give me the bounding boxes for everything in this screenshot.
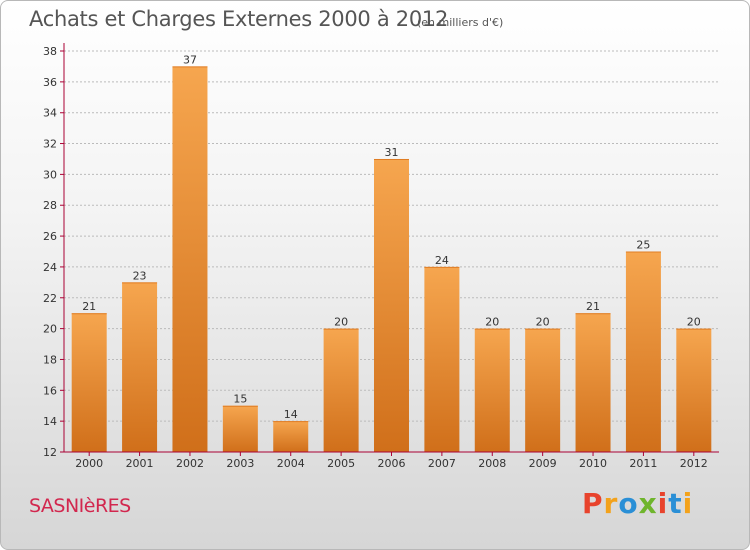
y-tick-label: 30	[43, 168, 57, 181]
x-tick-label: 2008	[478, 457, 506, 470]
bar	[374, 158, 409, 452]
logo-letter: P	[582, 487, 604, 520]
bar	[676, 328, 712, 452]
labels: 12 14 16 18 20 22 24 26 28 30 32 34 36 38 21 2000 23 2001…	[43, 45, 708, 470]
y-tick-label: 34	[43, 107, 57, 120]
town-name: SASNIèRES	[29, 495, 131, 517]
bar-value-label: 25	[636, 239, 650, 252]
bar	[273, 421, 309, 452]
x-tick-label: 2009	[529, 457, 557, 470]
bar-value-label: 20	[485, 316, 499, 329]
bar	[71, 313, 107, 452]
y-tick-label: 38	[43, 45, 57, 58]
y-tick-label: 36	[43, 76, 57, 89]
bar	[525, 328, 561, 452]
bar-value-label: 14	[284, 408, 298, 421]
proxiti-logo: Proxiti	[582, 487, 693, 520]
bar-value-label: 20	[334, 316, 348, 329]
bar-value-label: 20	[687, 316, 701, 329]
x-tick-label: 2000	[75, 457, 103, 470]
logo-letter: i	[657, 487, 669, 520]
x-tick-label: 2012	[680, 457, 708, 470]
bar-value-label: 31	[385, 146, 399, 159]
x-tick-label: 2004	[277, 457, 305, 470]
bars	[71, 66, 712, 452]
bar-value-label: 20	[536, 316, 550, 329]
x-tick-label: 2003	[226, 457, 254, 470]
bar	[122, 282, 158, 452]
logo-letter: t	[668, 487, 683, 520]
bar	[323, 328, 359, 452]
logo-letter: o	[618, 487, 639, 520]
x-tick-label: 2002	[176, 457, 204, 470]
y-tick-label: 18	[43, 353, 57, 366]
y-tick-label: 32	[43, 138, 57, 151]
x-tick-label: 2005	[327, 457, 355, 470]
bar	[625, 251, 661, 452]
logo-letter: i	[682, 487, 694, 520]
chart-title: Achats et Charges Externes 2000 à 2012	[29, 7, 449, 31]
bar-value-label: 37	[183, 53, 197, 66]
logo-letter: x	[638, 487, 658, 520]
bar-value-label: 24	[435, 254, 449, 267]
axes	[60, 43, 719, 456]
x-tick-label: 2001	[126, 457, 154, 470]
bar	[575, 313, 611, 452]
y-tick-label: 22	[43, 292, 57, 305]
y-tick-label: 20	[43, 323, 57, 336]
x-tick-label: 2007	[428, 457, 456, 470]
bar	[222, 405, 258, 452]
bar-value-label: 21	[586, 300, 600, 313]
y-tick-label: 16	[43, 384, 57, 397]
logo-letter: r	[603, 487, 619, 520]
bar-value-label: 23	[133, 269, 147, 282]
chart-subtitle: (en milliers d'€)	[417, 16, 504, 29]
x-tick-label: 2011	[629, 457, 657, 470]
bar-value-label: 21	[82, 300, 96, 313]
y-tick-label: 12	[43, 446, 57, 459]
y-tick-label: 24	[43, 261, 57, 274]
y-tick-label: 26	[43, 230, 57, 243]
x-tick-label: 2010	[579, 457, 607, 470]
bar-value-label: 15	[233, 393, 247, 406]
y-tick-label: 14	[43, 415, 57, 428]
bar	[424, 266, 460, 452]
y-tick-label: 28	[43, 199, 57, 212]
x-tick-label: 2006	[378, 457, 406, 470]
bar	[474, 328, 510, 452]
bar	[172, 66, 208, 452]
